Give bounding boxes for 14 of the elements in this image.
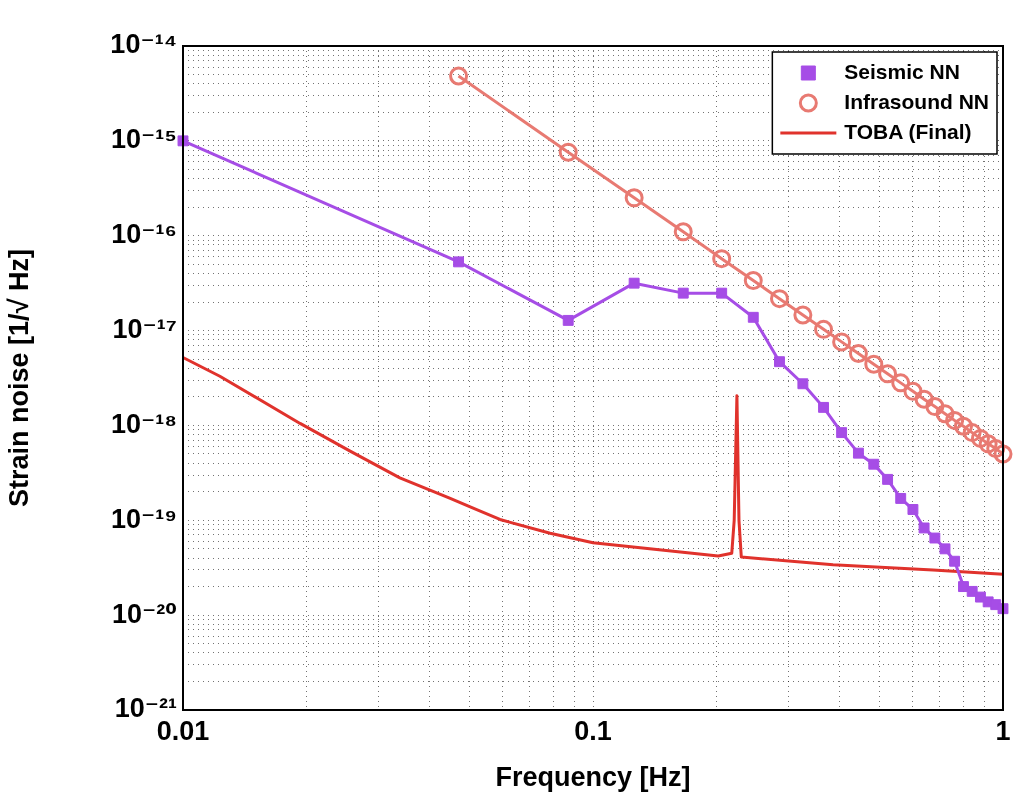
legend-label: Seismic NN xyxy=(844,59,960,83)
legend-label: Infrasound NN xyxy=(844,89,990,113)
y-tick-label: 10⁻¹⁴ xyxy=(110,29,177,60)
y-tick-label: 10⁻¹⁹ xyxy=(110,503,177,534)
y-tick-label: 10⁻¹⁸ xyxy=(110,408,177,439)
y-tick-label: 10⁻¹⁷ xyxy=(112,314,177,345)
y-axis-title: Strain noise [1/√ Hz] xyxy=(3,249,34,507)
x-tick-label: 1 xyxy=(995,715,1011,746)
y-tick-label: 10⁻¹⁵ xyxy=(111,124,177,155)
y-tick-label: 10⁻²⁰ xyxy=(111,598,177,629)
y-tick-label: 10⁻¹⁶ xyxy=(111,219,177,250)
x-tick-label: 0.1 xyxy=(574,715,612,746)
legend-label: TOBA (Final) xyxy=(844,119,972,143)
x-axis-title: Frequency [Hz] xyxy=(495,762,691,793)
